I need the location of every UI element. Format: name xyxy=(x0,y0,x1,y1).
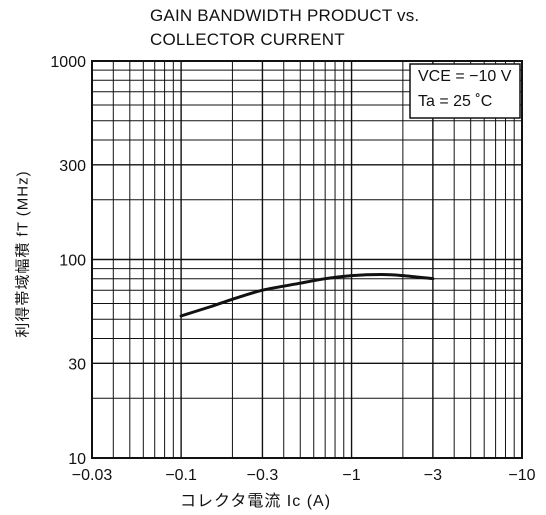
x-tick-label: −1 xyxy=(342,467,360,484)
tick-labels: −0.03 −0.1 −0.3 −1 −3 −10 10 30 100 300 1000 xyxy=(50,54,535,484)
series-line xyxy=(179,272,435,318)
y-tick-label: 10 xyxy=(68,451,86,468)
x-tick-label: −10 xyxy=(508,467,535,484)
condition-ta: Ta = 25 ˚C xyxy=(418,93,493,110)
conditions-box xyxy=(409,63,521,119)
x-axis-label: コレクタ電流 Ic (A) xyxy=(180,493,332,510)
condition-vce: VCE = −10 V xyxy=(418,68,512,85)
y-tick-label: 30 xyxy=(68,356,86,373)
x-tick-label: −3 xyxy=(424,467,442,484)
series-group xyxy=(179,272,435,318)
x-tick-label: −0.3 xyxy=(247,467,279,484)
y-tick-label: 100 xyxy=(59,253,86,270)
plot-frame xyxy=(91,60,523,459)
x-tick-label: −0.03 xyxy=(72,467,113,484)
x-tick-label: −0.1 xyxy=(165,467,197,484)
y-tick-label: 300 xyxy=(59,158,86,175)
chart-title-line2: COLLECTOR CURRENT xyxy=(150,30,345,49)
y-tick-label: 1000 xyxy=(50,54,86,71)
grid xyxy=(91,60,523,459)
chart-title-line1: GAIN BANDWIDTH PRODUCT vs. xyxy=(150,6,420,25)
y-axis-label: 利得帯域幅積 fT (MHz) xyxy=(14,170,32,338)
